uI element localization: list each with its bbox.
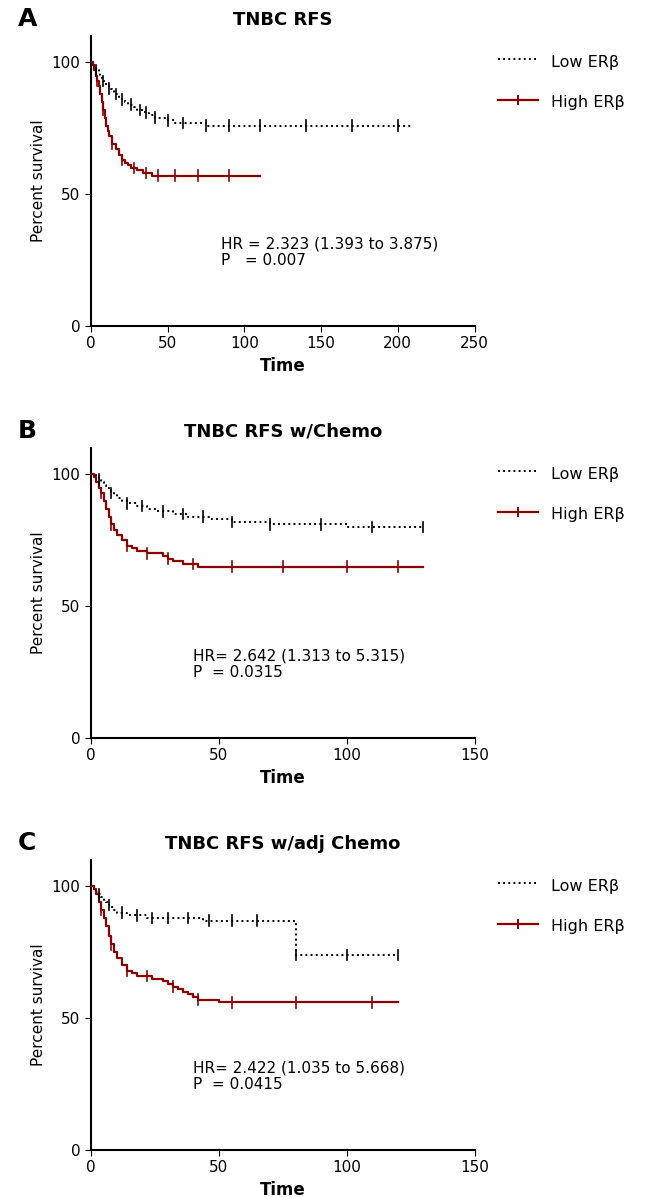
Y-axis label: Percent survival: Percent survival	[31, 120, 46, 242]
Title: TNBC RFS w/adj Chemo: TNBC RFS w/adj Chemo	[165, 835, 400, 853]
Legend: Low ERβ, High ERβ: Low ERβ, High ERβ	[490, 44, 632, 120]
Legend: Low ERβ, High ERβ: Low ERβ, High ERβ	[490, 867, 632, 944]
Text: A: A	[18, 7, 38, 31]
Text: B: B	[18, 419, 37, 443]
Y-axis label: Percent survival: Percent survival	[31, 532, 46, 654]
Title: TNBC RFS: TNBC RFS	[233, 11, 333, 29]
Legend: Low ERβ, High ERβ: Low ERβ, High ERβ	[490, 456, 632, 532]
Text: HR = 2.323 (1.393 to 3.875)
P   = 0.007: HR = 2.323 (1.393 to 3.875) P = 0.007	[222, 236, 439, 268]
Title: TNBC RFS w/Chemo: TNBC RFS w/Chemo	[183, 423, 382, 441]
X-axis label: Time: Time	[260, 769, 306, 787]
Text: HR= 2.642 (1.313 to 5.315)
P  = 0.0315: HR= 2.642 (1.313 to 5.315) P = 0.0315	[193, 648, 406, 680]
X-axis label: Time: Time	[260, 357, 306, 375]
Text: C: C	[18, 831, 36, 855]
Text: HR= 2.422 (1.035 to 5.668)
P  = 0.0415: HR= 2.422 (1.035 to 5.668) P = 0.0415	[193, 1060, 405, 1093]
Y-axis label: Percent survival: Percent survival	[31, 944, 46, 1066]
X-axis label: Time: Time	[260, 1181, 306, 1198]
